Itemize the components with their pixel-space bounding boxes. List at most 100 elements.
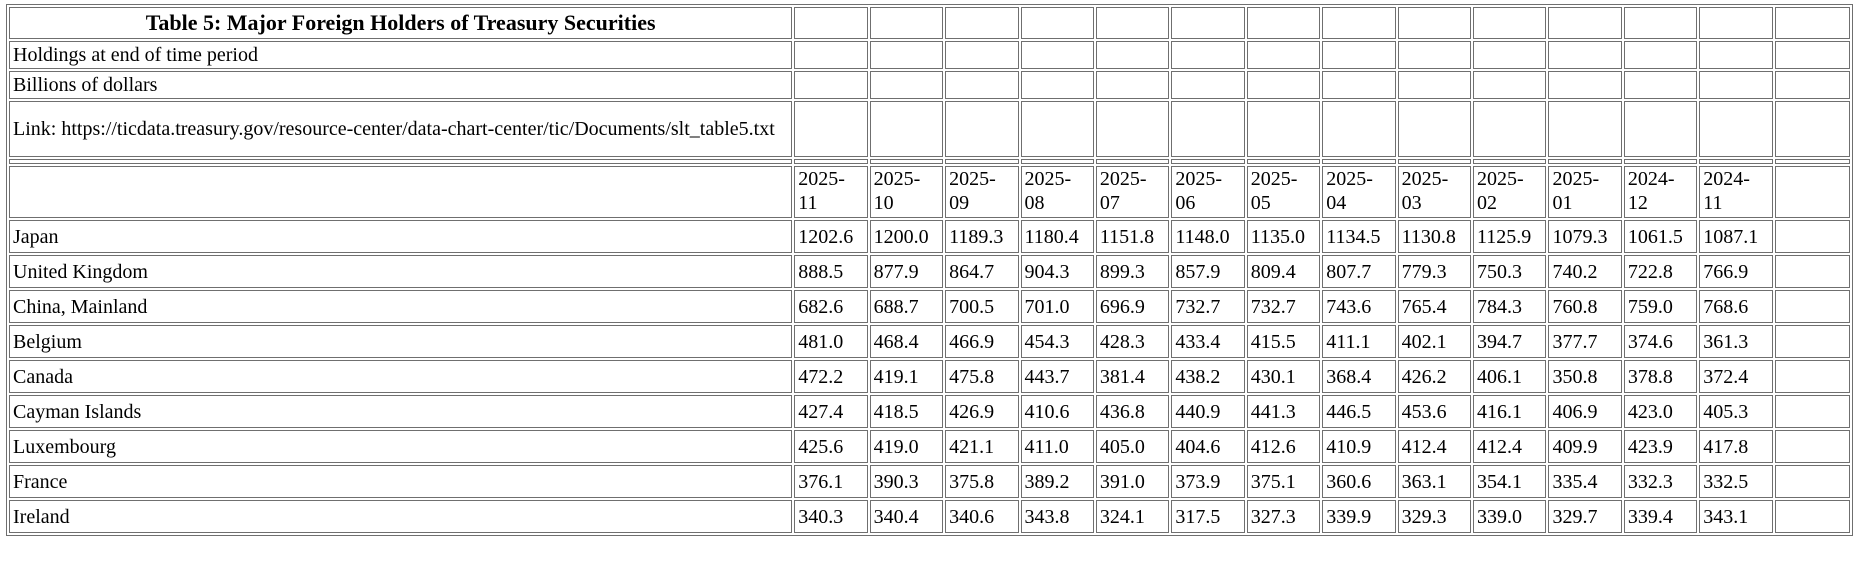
empty-cell	[794, 101, 868, 157]
empty-cell	[1020, 7, 1094, 39]
trailing-empty-cell	[1774, 41, 1850, 69]
value-cell: 354.1	[1473, 465, 1547, 498]
value-cell: 438.2	[1171, 360, 1245, 393]
value-cell: 423.0	[1623, 395, 1698, 428]
value-cell: 446.5	[1322, 395, 1396, 428]
empty-cell	[1246, 101, 1321, 157]
value-cell: 417.8	[1699, 430, 1773, 463]
value-cell: 402.1	[1397, 325, 1472, 358]
empty-cell	[1095, 101, 1170, 157]
empty-cell	[794, 41, 868, 69]
empty-cell	[1322, 41, 1396, 69]
value-cell: 899.3	[1095, 255, 1170, 288]
separator-cell	[9, 159, 793, 164]
table-row-luxembourg: Luxembourg 425.6 419.0 421.1 411.0 405.0 404.6…	[9, 430, 1850, 463]
value-cell: 472.2	[794, 360, 868, 393]
value-cell: 1135.0	[1246, 220, 1321, 253]
value-cell: 390.3	[869, 465, 944, 498]
value-cell: 436.8	[1095, 395, 1170, 428]
table-title: Table 5: Major Foreign Holders of Treasu…	[9, 7, 793, 39]
trailing-empty-cell	[1774, 430, 1850, 463]
value-cell: 317.5	[1171, 500, 1245, 533]
empty-cell	[1171, 101, 1245, 157]
treasury-holdings-table: Table 5: Major Foreign Holders of Treasu…	[6, 4, 1853, 536]
value-cell: 335.4	[1548, 465, 1622, 498]
trailing-empty-cell	[1774, 325, 1850, 358]
separator-cell	[1548, 159, 1622, 164]
empty-cell	[1699, 101, 1773, 157]
value-cell: 1087.1	[1699, 220, 1773, 253]
value-cell: 864.7	[945, 255, 1019, 288]
empty-cell	[1623, 41, 1698, 69]
value-cell: 411.1	[1322, 325, 1396, 358]
value-cell: 412.4	[1397, 430, 1472, 463]
units-note-row: Billions of dollars	[9, 71, 1850, 99]
separator-cell	[794, 159, 868, 164]
row-label: Canada	[9, 360, 793, 393]
col-header-2025-02: 2025- 02	[1473, 166, 1547, 218]
source-link-text: Link: https://ticdata.treasury.gov/resou…	[9, 101, 793, 157]
separator-cell	[1020, 159, 1094, 164]
value-cell: 360.6	[1322, 465, 1396, 498]
separator-cell	[1095, 159, 1170, 164]
value-cell: 809.4	[1246, 255, 1321, 288]
table-row-japan: Japan 1202.6 1200.0 1189.3 1180.4 1151.8 1148.…	[9, 220, 1850, 253]
empty-cell	[1473, 7, 1547, 39]
value-cell: 453.6	[1397, 395, 1472, 428]
empty-cell	[1020, 101, 1094, 157]
value-cell: 481.0	[794, 325, 868, 358]
empty-cell	[1397, 7, 1472, 39]
row-label: Belgium	[9, 325, 793, 358]
value-cell: 339.9	[1322, 500, 1396, 533]
value-cell: 363.1	[1397, 465, 1472, 498]
empty-cell	[1623, 101, 1698, 157]
separator-cell	[1623, 159, 1698, 164]
row-label: Luxembourg	[9, 430, 793, 463]
value-cell: 682.6	[794, 290, 868, 323]
value-cell: 1079.3	[1548, 220, 1622, 253]
value-cell: 1180.4	[1020, 220, 1094, 253]
trailing-empty-cell	[1774, 395, 1850, 428]
col-header-2025-10: 2025- 10	[869, 166, 944, 218]
empty-cell	[945, 101, 1019, 157]
separator-row	[9, 159, 1850, 164]
empty-cell	[794, 7, 868, 39]
empty-cell	[869, 71, 944, 99]
column-header-row: 2025- 11 2025- 10 2025- 09 2025- 08 2025- 07 2025-…	[9, 166, 1850, 218]
empty-cell	[1397, 41, 1472, 69]
col-header-2025-08: 2025- 08	[1020, 166, 1094, 218]
trailing-empty-cell	[1774, 101, 1850, 157]
trailing-empty-cell	[1774, 500, 1850, 533]
row-label: United Kingdom	[9, 255, 793, 288]
empty-cell	[945, 71, 1019, 99]
row-label: Cayman Islands	[9, 395, 793, 428]
value-cell: 412.6	[1246, 430, 1321, 463]
corner-cell	[9, 166, 793, 218]
value-cell: 1125.9	[1473, 220, 1547, 253]
table-row-united-kingdom: United Kingdom 888.5 877.9 864.7 904.3 899.3 8…	[9, 255, 1850, 288]
value-cell: 768.6	[1699, 290, 1773, 323]
value-cell: 329.7	[1548, 500, 1622, 533]
col-header-2025-04: 2025- 04	[1322, 166, 1396, 218]
value-cell: 688.7	[869, 290, 944, 323]
separator-cell	[1473, 159, 1547, 164]
value-cell: 394.7	[1473, 325, 1547, 358]
col-header-2025-07: 2025- 07	[1095, 166, 1170, 218]
value-cell: 722.8	[1623, 255, 1698, 288]
table-row-france: France 376.1 390.3 375.8 389.2 391.0 373.9 375.…	[9, 465, 1850, 498]
holdings-period-note: Holdings at end of time period	[9, 41, 793, 69]
empty-cell	[1322, 71, 1396, 99]
trailing-empty-cell	[1774, 220, 1850, 253]
value-cell: 389.2	[1020, 465, 1094, 498]
row-label: China, Mainland	[9, 290, 793, 323]
separator-cell	[1246, 159, 1321, 164]
row-label: Japan	[9, 220, 793, 253]
empty-cell	[1699, 7, 1773, 39]
value-cell: 904.3	[1020, 255, 1094, 288]
value-cell: 368.4	[1322, 360, 1396, 393]
value-cell: 415.5	[1246, 325, 1321, 358]
empty-cell	[869, 41, 944, 69]
value-cell: 421.1	[945, 430, 1019, 463]
value-cell: 1151.8	[1095, 220, 1170, 253]
value-cell: 374.6	[1623, 325, 1698, 358]
